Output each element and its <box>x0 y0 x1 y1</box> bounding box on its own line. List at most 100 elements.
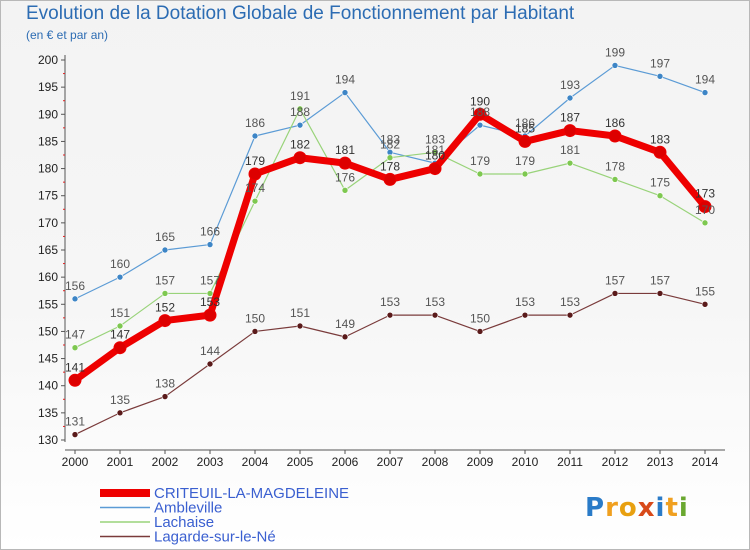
data-label: 181 <box>560 143 580 157</box>
data-label: 182 <box>290 138 310 152</box>
data-point <box>566 159 574 167</box>
data-label: 176 <box>335 170 355 184</box>
y-tick-label: 145 <box>38 352 58 366</box>
chart-title: Evolution de la Dotation Globale de Fonc… <box>26 3 575 24</box>
data-point <box>251 328 259 335</box>
data-label: 153 <box>560 295 580 309</box>
data-point <box>383 172 397 186</box>
series-0 <box>71 62 709 303</box>
data-point <box>473 107 487 121</box>
legend-label: Lagarde-sur-le-Né <box>154 529 276 546</box>
x-tick-label: 2000 <box>62 455 89 469</box>
series-2 <box>71 290 709 438</box>
data-label: 180 <box>425 149 445 163</box>
x-tick-label: 2002 <box>152 455 179 469</box>
data-label: 179 <box>245 154 265 168</box>
series-3 <box>68 107 712 387</box>
data-label: 183 <box>425 132 445 146</box>
data-label: 151 <box>290 306 310 320</box>
data-point <box>521 170 529 178</box>
data-point <box>113 341 127 355</box>
x-tick-label: 2007 <box>377 455 404 469</box>
data-label: 149 <box>335 317 355 331</box>
data-point <box>476 328 484 335</box>
data-point <box>698 200 712 214</box>
x-tick-label: 2003 <box>197 455 224 469</box>
data-label: 144 <box>200 344 220 358</box>
data-label: 165 <box>155 230 175 244</box>
data-point <box>431 148 439 156</box>
data-label: 170 <box>695 203 715 217</box>
data-label: 173 <box>695 187 715 201</box>
data-label: 190 <box>470 94 490 108</box>
data-point <box>521 311 529 319</box>
series-1 <box>71 105 709 352</box>
data-point <box>71 344 79 352</box>
data-label: 156 <box>65 279 85 293</box>
y-tick-label: 165 <box>38 243 58 257</box>
data-point <box>296 105 304 113</box>
data-point <box>518 134 532 148</box>
data-point <box>251 132 259 140</box>
data-point <box>386 154 394 162</box>
data-label: 147 <box>65 328 85 342</box>
data-point <box>656 192 664 200</box>
data-point <box>653 145 667 159</box>
y-tick-label: 170 <box>38 216 58 230</box>
data-label: 186 <box>245 116 265 130</box>
data-label: 181 <box>425 143 445 157</box>
data-label: 166 <box>200 225 220 239</box>
data-point <box>611 176 619 183</box>
data-label: 150 <box>245 311 265 325</box>
data-label: 183 <box>380 132 400 146</box>
data-point <box>161 246 169 254</box>
y-tick-label: 190 <box>38 107 58 121</box>
y-tick-label: 155 <box>38 297 58 311</box>
y-tick-label: 150 <box>38 324 58 338</box>
data-point <box>71 431 79 438</box>
data-label: 187 <box>560 111 580 125</box>
data-label: 153 <box>425 295 445 309</box>
data-point <box>296 121 304 129</box>
data-point <box>71 295 79 303</box>
data-label: 181 <box>335 143 355 157</box>
data-point <box>116 273 124 281</box>
data-point <box>341 89 349 96</box>
x-tick-label: 2012 <box>602 455 629 469</box>
data-point <box>701 219 709 227</box>
y-tick-label: 140 <box>38 379 58 393</box>
data-point <box>386 311 394 319</box>
x-tick-label: 2010 <box>512 455 539 469</box>
data-point <box>341 333 349 341</box>
data-label: 194 <box>335 73 355 87</box>
x-tick-label: 2006 <box>332 455 359 469</box>
data-label: 178 <box>605 159 625 173</box>
data-label: 150 <box>470 311 490 325</box>
data-label: 197 <box>650 56 670 70</box>
data-point <box>611 290 619 297</box>
data-label: 153 <box>515 295 535 309</box>
data-label: 155 <box>695 284 715 298</box>
legend-label: Lachaise <box>154 514 214 531</box>
data-label: 141 <box>65 360 85 374</box>
data-point <box>158 314 172 328</box>
data-label: 151 <box>110 306 130 320</box>
data-point <box>68 373 82 387</box>
data-label: 174 <box>245 181 265 195</box>
data-point <box>656 72 664 80</box>
x-tick-label: 2008 <box>422 455 449 469</box>
data-point <box>608 129 622 143</box>
data-label: 157 <box>650 273 670 287</box>
chart-subtitle: (en € et par an) <box>26 28 109 42</box>
data-point <box>206 241 214 248</box>
data-point <box>428 162 442 176</box>
data-label: 186 <box>515 116 535 130</box>
data-label: 157 <box>605 273 625 287</box>
data-point <box>293 151 307 165</box>
data-point <box>476 121 484 129</box>
data-point <box>248 167 262 181</box>
y-tick-label: 175 <box>38 189 58 203</box>
data-label: 157 <box>155 273 175 287</box>
data-label: 186 <box>605 116 625 130</box>
